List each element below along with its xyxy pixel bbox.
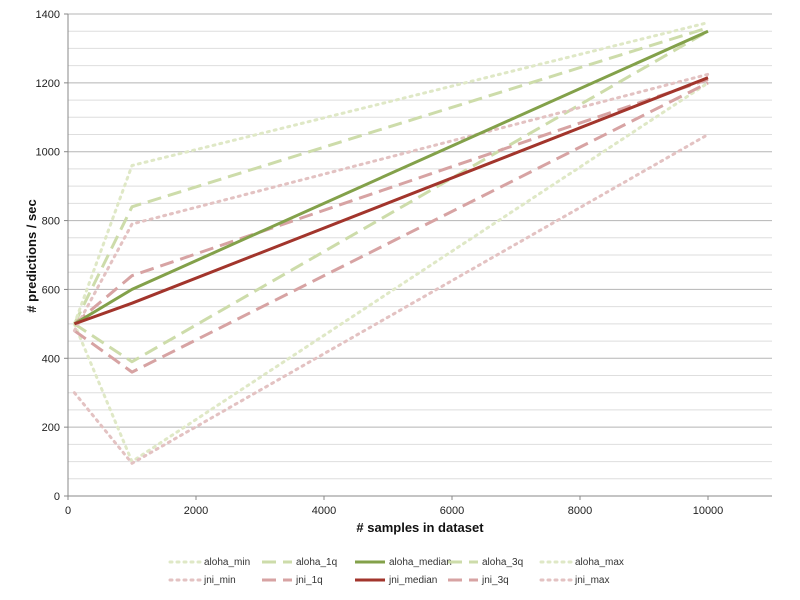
x-axis-title: # samples in dataset — [356, 520, 484, 535]
series-line-aloha-3q — [73, 26, 709, 325]
legend-item-jni-max: jni_max — [539, 575, 609, 586]
y-tick-label: 1200 — [36, 78, 60, 90]
legend-item-aloha-1q: aloha_1q — [262, 557, 337, 568]
legend-label: jni_1q — [295, 575, 323, 586]
y-axis-title: # predictions / sec — [24, 199, 39, 312]
legend-label: jni_3q — [481, 575, 509, 586]
series-line-jni-min — [72, 133, 710, 465]
legend-label: jni_median — [388, 575, 437, 586]
series-lines — [72, 21, 710, 465]
y-tick-label: 600 — [42, 284, 60, 296]
legend-label: jni_min — [203, 575, 236, 586]
x-tick-label: 10000 — [693, 505, 724, 517]
legend-item-jni-min: jni_min — [168, 575, 236, 586]
legend-label: aloha_1q — [296, 557, 337, 568]
x-tick-label: 6000 — [440, 505, 464, 517]
axes — [64, 13, 772, 500]
legend-label: aloha_max — [575, 557, 624, 568]
legend-item-jni-1q: jni_1q — [262, 575, 323, 586]
tick-labels: 0 200 400 600 800 1000 1200 1400 0 2000 4000 6000 80… — [36, 9, 724, 517]
x-tick-label: 4000 — [312, 505, 336, 517]
legend-label: aloha_median — [389, 557, 452, 568]
series-line-aloha-max — [72, 21, 710, 326]
x-tick-label: 0 — [65, 505, 71, 517]
y-tick-label: 800 — [42, 216, 60, 228]
series-line-aloha-median — [73, 29, 709, 326]
series-line-jni-median — [73, 76, 709, 326]
x-tick-label: 8000 — [568, 505, 592, 517]
legend-item-jni-3q: jni_3q — [448, 575, 509, 586]
y-tick-label: 0 — [54, 491, 60, 503]
series-line-jni-3q — [73, 77, 709, 326]
y-tick-label: 1400 — [36, 9, 60, 21]
legend-item-aloha-3q: aloha_3q — [448, 557, 523, 568]
legend: aloha_min aloha_1q aloha_median aloha_3q alo… — [168, 557, 624, 586]
y-tick-label: 1000 — [36, 147, 60, 159]
legend-item-jni-median: jni_median — [355, 575, 437, 586]
series-line-jni-1q — [73, 81, 709, 374]
x-tick-label: 2000 — [184, 505, 208, 517]
legend-label: aloha_min — [204, 557, 250, 568]
legend-item-aloha-median: aloha_median — [355, 557, 452, 568]
legend-label: aloha_3q — [482, 557, 523, 568]
legend-item-aloha-min: aloha_min — [168, 557, 250, 568]
grid-lines — [68, 13, 772, 497]
legend-item-aloha-max: aloha_max — [539, 557, 624, 568]
legend-label: jni_max — [574, 575, 609, 586]
y-tick-label: 400 — [42, 353, 60, 365]
series-line-aloha-1q — [73, 29, 709, 364]
y-tick-label: 200 — [42, 422, 60, 434]
series-line-jni-max — [72, 72, 710, 333]
